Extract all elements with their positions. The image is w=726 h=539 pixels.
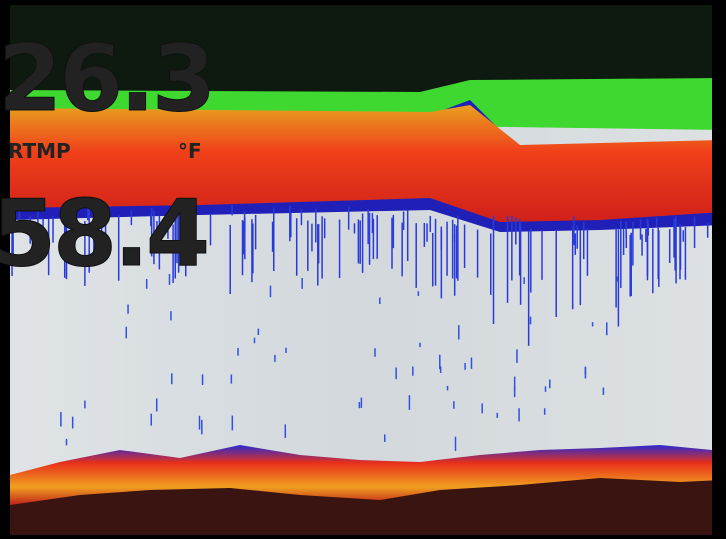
temp-readout: 58.4 <box>0 180 207 287</box>
depth-readout: 26.3 <box>0 25 213 132</box>
temp-label: RTMP <box>8 139 71 163</box>
thermocline <box>10 105 722 222</box>
bezel <box>712 5 726 539</box>
sonar-returns <box>11 205 709 451</box>
temp-unit: °F <box>178 139 202 163</box>
bottom-substrate <box>10 478 722 535</box>
